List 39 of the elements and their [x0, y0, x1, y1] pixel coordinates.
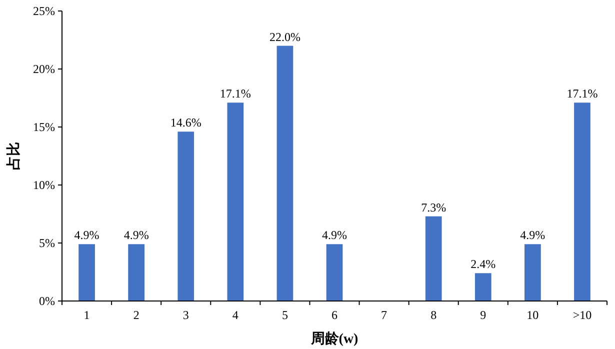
data-label: 17.1%	[220, 86, 251, 101]
x-tick-label: 7	[381, 308, 388, 322]
bar	[276, 46, 294, 301]
y-tick-label: 15%	[33, 120, 55, 134]
bar	[128, 244, 144, 301]
data-label: 22.0%	[269, 30, 300, 44]
x-tick-label: >10	[572, 308, 592, 322]
bar	[78, 244, 95, 301]
x-axis-title: 周龄(w)	[310, 331, 359, 347]
y-tick-label: 20%	[33, 62, 55, 76]
y-axis-title: 占比	[6, 142, 22, 170]
data-label: 2.4%	[470, 257, 496, 272]
x-tick-label: 2	[133, 308, 140, 322]
x-tick-label: 9	[480, 308, 486, 322]
y-tick-label: 0%	[39, 294, 55, 308]
x-tick-label: 3	[182, 308, 189, 322]
data-label: 14.6%	[170, 116, 202, 130]
x-tick-label: 10	[526, 308, 539, 322]
y-tick-label: 10%	[33, 178, 55, 192]
y-tick-label: 5%	[39, 236, 55, 250]
data-label: 7.3%	[421, 200, 446, 214]
bar	[474, 273, 492, 301]
x-tick-label: 5	[282, 308, 288, 322]
bar	[574, 102, 590, 301]
y-tick-label: 25%	[33, 4, 55, 18]
x-tick-label: 6	[332, 308, 338, 322]
data-label: 4.9%	[74, 228, 100, 242]
data-label: 17.1%	[566, 86, 598, 101]
bar	[227, 102, 244, 301]
bar	[326, 244, 343, 301]
data-label: 4.9%	[124, 228, 149, 242]
x-tick-label: 4	[232, 308, 238, 322]
bar	[524, 244, 541, 301]
bar	[425, 216, 442, 301]
data-label: 4.9%	[322, 228, 347, 242]
bar	[178, 132, 194, 301]
data-label: 4.9%	[520, 228, 546, 242]
x-tick-label: 8	[430, 308, 437, 322]
x-tick-label: 1	[84, 308, 90, 322]
